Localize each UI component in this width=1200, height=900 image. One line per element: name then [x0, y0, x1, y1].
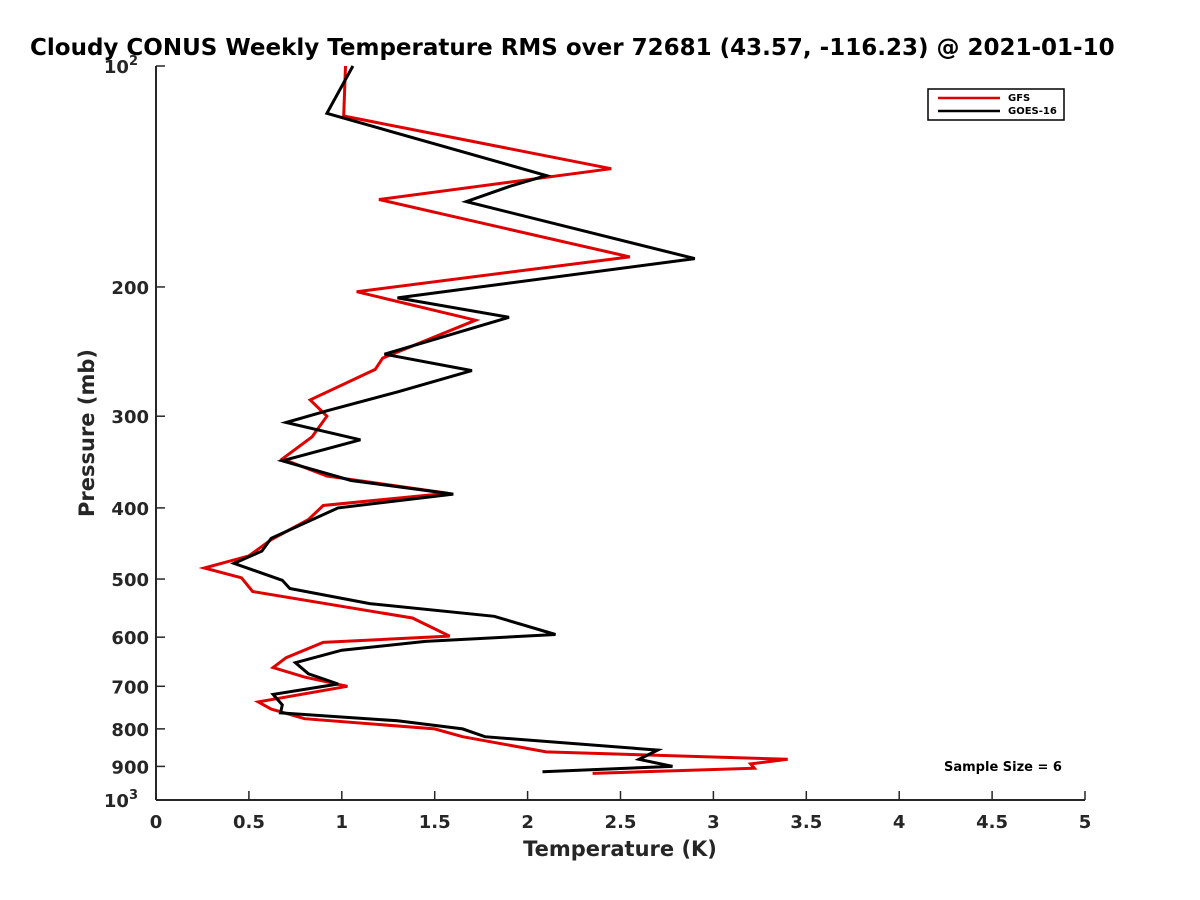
- sample-size-annotation: Sample Size = 6: [944, 760, 1062, 775]
- y-tick-label: 600: [111, 628, 149, 649]
- series-line-gfs: [198, 65, 788, 775]
- x-tick-label: 1.5: [419, 812, 451, 833]
- x-tick-label: 5: [1079, 812, 1092, 833]
- x-tick-label: 3.5: [790, 812, 822, 833]
- y-tick-label: 900: [111, 757, 149, 778]
- x-tick-label: 3: [707, 812, 720, 833]
- x-ticks: 0 0.5 1 1.5 2 2.5 3 3.5 4 4.5 5: [150, 791, 1092, 833]
- legend-label-goes16: GOES-16: [1008, 106, 1057, 117]
- legend: GFS GOES-16: [927, 88, 1065, 121]
- y-tick-label: 700: [111, 677, 149, 698]
- series-layer: [198, 65, 788, 775]
- x-tick-label: 2: [521, 812, 534, 833]
- x-tick-label: 4: [893, 812, 906, 833]
- y-tick-label: 200: [111, 278, 149, 299]
- x-tick-label: 1: [336, 812, 349, 833]
- legend-label-gfs: GFS: [1008, 93, 1030, 104]
- x-axis-label: Temperature (K): [523, 837, 717, 861]
- x-tick-label: 0.5: [233, 812, 265, 833]
- y-ticks: 102 200 300 400 500 600 700 800 900 103: [104, 54, 165, 812]
- y-tick-label: 103: [104, 788, 138, 812]
- y-tick-label: 102: [104, 54, 138, 78]
- y-axis-label: Pressure (mb): [75, 349, 99, 517]
- x-tick-label: 0: [150, 812, 163, 833]
- y-tick-label: 300: [111, 407, 149, 428]
- chart-title: Cloudy CONUS Weekly Temperature RMS over…: [30, 35, 1115, 61]
- x-tick-label: 2.5: [605, 812, 637, 833]
- y-tick-label: 400: [111, 499, 149, 520]
- y-tick-label: 800: [111, 720, 149, 741]
- series-line-goes16: [229, 65, 696, 774]
- legend-box: [927, 88, 1065, 121]
- y-tick-label: 500: [111, 570, 149, 591]
- x-tick-label: 4.5: [976, 812, 1008, 833]
